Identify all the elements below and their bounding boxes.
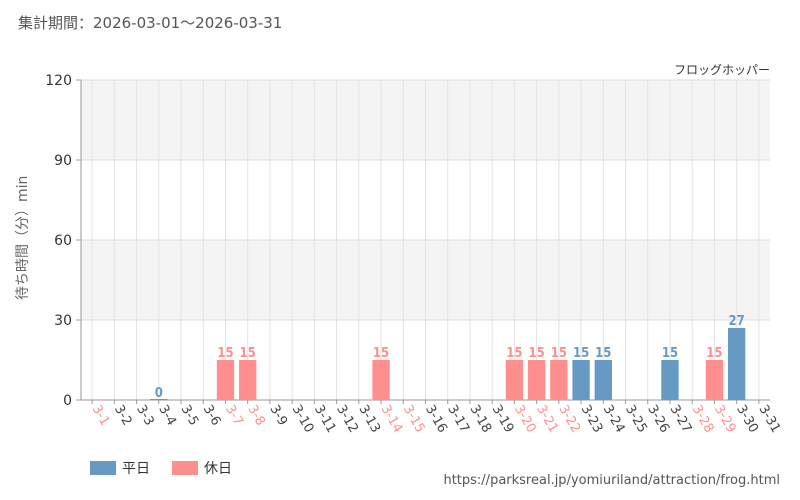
y-tick-label: 30 <box>54 313 72 329</box>
bar-value-label: 15 <box>240 346 256 361</box>
bar <box>528 360 545 400</box>
x-tick-label: 3-29 <box>711 403 739 436</box>
x-tick-label: 3-9 <box>266 403 290 429</box>
x-tick-label: 3-5 <box>178 403 202 429</box>
x-tick-label: 3-26 <box>644 403 672 436</box>
x-tick-label: 3-7 <box>222 403 246 429</box>
x-tick-label: 3-15 <box>400 403 428 436</box>
legend-item-holiday: 休日 <box>172 458 232 478</box>
bar-value-label: 27 <box>729 314 745 329</box>
legend: 平日 休日 <box>90 458 232 478</box>
bar-value-label: 15 <box>551 346 567 361</box>
bar-value-label: 15 <box>373 346 389 361</box>
x-tick-label: 3-14 <box>378 403 406 436</box>
legend-holiday-label: 休日 <box>204 458 232 478</box>
bar <box>217 360 234 400</box>
x-tick-label: 3-4 <box>155 403 179 429</box>
bar <box>550 360 567 400</box>
y-tick-label: 0 <box>63 393 72 409</box>
x-tick-label: 3-10 <box>289 403 317 436</box>
y-tick-label: 60 <box>54 233 72 249</box>
x-tick-label: 3-17 <box>444 403 472 436</box>
x-tick-label: 3-28 <box>689 403 717 436</box>
bar <box>572 360 589 400</box>
source-url: https://parksreal.jp/yomiuriland/attract… <box>443 473 780 488</box>
bar-value-label: 15 <box>662 346 678 361</box>
x-tick-label: 3-13 <box>355 403 383 436</box>
x-tick-label: 3-1 <box>89 403 113 429</box>
x-tick-label: 3-8 <box>244 403 268 429</box>
y-tick-label: 120 <box>45 73 72 89</box>
x-tick-label: 3-12 <box>333 403 361 436</box>
wait-time-chart: 03060901203-13-23-303-43-53-6153-7153-83… <box>0 0 800 450</box>
x-tick-label: 3-3 <box>133 403 157 429</box>
x-tick-label: 3-16 <box>422 403 450 436</box>
bar-value-label: 15 <box>573 346 589 361</box>
holiday-swatch <box>172 461 198 475</box>
x-tick-label: 3-30 <box>733 403 761 436</box>
x-tick-label: 3-6 <box>200 403 224 429</box>
bar-value-label: 15 <box>595 346 611 361</box>
x-tick-label: 3-21 <box>533 403 561 436</box>
bar-value-label: 15 <box>528 346 544 361</box>
bar-value-label: 15 <box>506 346 522 361</box>
bar <box>239 360 256 400</box>
x-tick-label: 3-11 <box>311 403 339 436</box>
x-tick-label: 3-19 <box>489 403 517 436</box>
x-tick-label: 3-25 <box>622 403 650 436</box>
bar <box>372 360 389 400</box>
x-tick-label: 3-24 <box>600 403 628 436</box>
x-tick-label: 3-31 <box>755 403 783 436</box>
x-tick-label: 3-18 <box>466 403 494 436</box>
bar <box>595 360 612 400</box>
bar-value-label: 15 <box>706 346 722 361</box>
x-tick-label: 3-20 <box>511 403 539 436</box>
x-tick-label: 3-22 <box>555 403 583 436</box>
legend-item-weekday: 平日 <box>90 458 150 478</box>
x-tick-label: 3-23 <box>578 403 606 436</box>
x-tick-label: 3-27 <box>667 403 695 436</box>
bar-value-label: 0 <box>155 386 163 401</box>
legend-weekday-label: 平日 <box>122 458 150 478</box>
bar <box>728 328 745 400</box>
bar <box>706 360 723 400</box>
x-tick-label: 3-2 <box>111 403 135 429</box>
weekday-swatch <box>90 461 116 475</box>
bar <box>661 360 678 400</box>
bar <box>506 360 523 400</box>
y-tick-label: 90 <box>54 153 72 169</box>
bar-value-label: 15 <box>217 346 233 361</box>
